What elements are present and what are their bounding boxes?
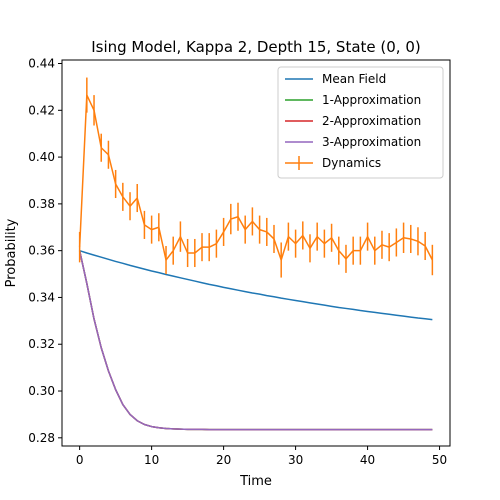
series-line-dynamics: [78, 94, 434, 261]
x-tick-label: 10: [144, 453, 159, 467]
legend-label-3-approximation: 3-Approximation: [322, 135, 421, 149]
x-tick-label: 40: [360, 453, 375, 467]
chart-title: Ising Model, Kappa 2, Depth 15, State (0…: [91, 38, 421, 56]
legend-box: [277, 66, 444, 179]
legend-label-1-approximation: 1-Approximation: [322, 93, 421, 107]
x-tick-label: 20: [216, 453, 231, 467]
legend-label-2-approximation: 2-Approximation: [322, 114, 421, 128]
y-tick-label: 0.28: [28, 431, 55, 445]
y-tick-label: 0.30: [28, 384, 55, 398]
y-tick-label: 0.44: [28, 57, 55, 71]
axes-layer: 0 10 20 30 40 50 0.28 0.30 0.32 0.34 0.36 0.38 0.40 0…: [28, 57, 451, 467]
legend-label-mean-field: Mean Field: [322, 72, 386, 86]
series-layer: [78, 77, 434, 431]
y-tick-label: 0.40: [28, 150, 55, 164]
y-tick-label: 0.38: [28, 197, 55, 211]
axes-frame: [61, 59, 451, 447]
y-axis-label: Probability: [4, 218, 19, 287]
y-tick-label: 0.36: [28, 244, 55, 258]
x-tick-label: 0: [76, 453, 84, 467]
x-axis-label: Time: [239, 474, 272, 489]
legend: Mean Field 1-Approximation 2-Approximation…: [277, 66, 444, 179]
y-tick-label: 0.34: [28, 290, 55, 304]
series-line-3-approximation: [78, 250, 433, 431]
y-tick-label: 0.42: [28, 103, 55, 117]
legend-label-dynamics: Dynamics: [322, 156, 381, 170]
x-tick-label: 30: [288, 453, 303, 467]
x-tick-label: 50: [432, 453, 447, 467]
y-tick-label: 0.32: [28, 337, 55, 351]
series-line-mean-field: [79, 249, 433, 321]
